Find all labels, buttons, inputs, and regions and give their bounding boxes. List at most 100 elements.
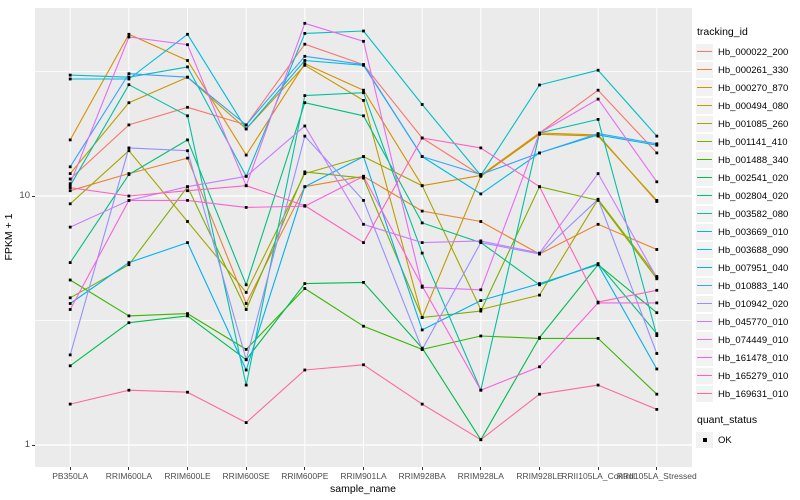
data-point [538, 336, 541, 339]
legend-line-swatch-icon [697, 357, 712, 358]
data-point [186, 43, 189, 47]
legend-line-swatch-icon [697, 339, 712, 340]
data-point [655, 311, 659, 315]
legend-line-swatch-icon [697, 141, 712, 142]
data-point [303, 54, 307, 58]
data-point [244, 153, 248, 157]
data-point [420, 155, 424, 158]
data-point [186, 241, 189, 244]
data-point [538, 83, 541, 87]
data-point [303, 170, 307, 174]
data-point [244, 184, 248, 188]
data-point [68, 296, 72, 300]
data-point [244, 174, 248, 178]
data-point [244, 283, 248, 287]
data-point [596, 118, 600, 121]
legend-item-Hb_000022_200: Hb_000022_200 [696, 43, 800, 61]
data-point [244, 383, 248, 387]
data-point [127, 35, 131, 39]
data-point [68, 186, 72, 190]
x-tick-label: RRIM928LE [516, 471, 563, 481]
data-point [655, 142, 659, 146]
data-point [362, 155, 365, 158]
y-tick-label-1: 1 [24, 439, 30, 450]
legend-item-Hb_007951_040: Hb_007951_040 [696, 259, 800, 277]
data-point [538, 251, 541, 255]
data-point [127, 101, 131, 105]
data-point [420, 328, 424, 332]
data-point [127, 32, 131, 36]
data-point [362, 281, 365, 284]
data-point [655, 352, 659, 355]
data-point [303, 32, 307, 35]
x-tick-label: RRII105LA_Control [561, 471, 635, 481]
legend-key [696, 260, 713, 276]
data-point [68, 308, 72, 311]
legend-label: Hb_074449_010 [718, 334, 789, 346]
legend-line-swatch-icon [697, 303, 712, 304]
data-point [538, 185, 541, 189]
data-point [362, 99, 365, 102]
data-point [362, 91, 365, 95]
data-point [362, 174, 365, 178]
legend-item-Hb_000261_330: Hb_000261_330 [696, 61, 800, 79]
legend-item-Hb_001488_340: Hb_001488_340 [696, 151, 800, 169]
y-tick-10 [32, 196, 35, 197]
data-point [303, 282, 307, 285]
legend-label: Hb_000022_200 [718, 46, 789, 58]
legend-label-quant: OK [718, 434, 732, 446]
data-point [303, 94, 307, 97]
data-point [186, 189, 189, 193]
data-point [420, 402, 424, 406]
legend-key-quant [696, 432, 713, 448]
data-point [538, 282, 541, 285]
legend-key [696, 98, 713, 114]
data-point [127, 173, 131, 176]
data-point [244, 302, 248, 305]
legend-line-swatch-icon [697, 375, 712, 376]
data-point [420, 284, 424, 288]
x-tick-label: RRIM600LA [105, 471, 153, 481]
data-point [362, 363, 365, 367]
data-point [596, 383, 600, 387]
data-point [127, 314, 131, 318]
data-point [127, 72, 131, 76]
legend-item-Hb_165279_010: Hb_165279_010 [696, 367, 800, 385]
legend-key [696, 224, 713, 240]
x-tick-label: RRIM600LE [164, 471, 211, 481]
data-point [244, 348, 248, 351]
legend-item-Hb_003688_090: Hb_003688_090 [696, 241, 800, 259]
data-point [479, 334, 483, 338]
data-point [362, 324, 365, 328]
data-point [538, 131, 541, 135]
legend-item-Hb_074449_010: Hb_074449_010 [696, 331, 800, 349]
data-point [186, 312, 189, 315]
data-point [186, 149, 189, 153]
legend-item-Hb_001085_260: Hb_001085_260 [696, 115, 800, 133]
data-point [479, 438, 483, 442]
data-point [596, 172, 600, 175]
x-tick-label: RRIM600PE [281, 471, 329, 481]
data-point [420, 184, 424, 188]
legend-line-swatch-icon [697, 267, 712, 268]
legend-key [696, 332, 713, 348]
legend-key [696, 314, 713, 330]
legend-item-Hb_000494_080: Hb_000494_080 [696, 97, 800, 115]
data-point [420, 251, 424, 255]
data-point [538, 151, 541, 155]
data-point [244, 291, 248, 294]
legend-key [696, 188, 713, 204]
data-point [655, 332, 659, 336]
data-point [127, 194, 131, 198]
legend-line-swatch-icon [697, 249, 712, 250]
data-point [538, 392, 541, 396]
x-tick [69, 467, 71, 470]
legend-key [696, 386, 713, 402]
legend-label: Hb_010883_140 [718, 280, 789, 292]
legend-key [696, 44, 713, 60]
legend-item-Hb_001141_410: Hb_001141_410 [696, 133, 800, 151]
data-point [479, 288, 483, 292]
data-point [68, 73, 72, 77]
data-point [655, 276, 659, 279]
data-point [127, 146, 131, 150]
